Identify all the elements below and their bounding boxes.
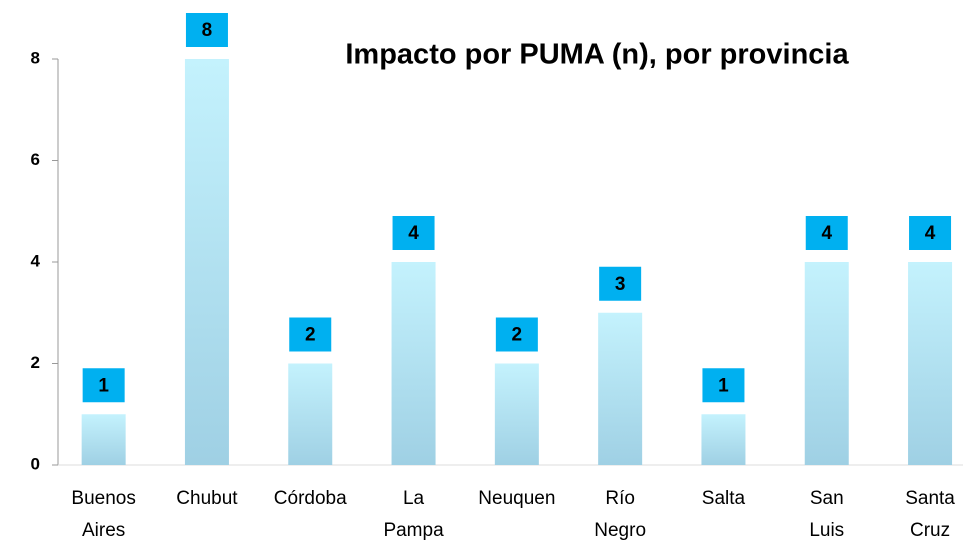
bar xyxy=(288,363,333,465)
value-label-box xyxy=(805,216,848,250)
value-label: 1 xyxy=(718,375,729,396)
value-label-box xyxy=(82,368,125,403)
y-tick-label: 6 xyxy=(31,150,40,169)
bar xyxy=(804,262,849,465)
bar xyxy=(701,414,746,465)
x-tick-label: Córdoba xyxy=(274,488,347,509)
bar xyxy=(81,414,126,465)
x-tick-label: La Pampa xyxy=(383,488,444,541)
value-label: 2 xyxy=(512,325,523,346)
bar xyxy=(184,59,229,465)
value-label: 1 xyxy=(98,375,109,396)
value-label-box xyxy=(702,368,745,403)
value-label: 8 xyxy=(202,20,213,41)
chart-title: Impacto por PUMA (n), por provincia xyxy=(345,39,849,71)
x-tick-label: Neuquen xyxy=(478,488,555,509)
bar xyxy=(494,363,539,465)
y-tick-label: 2 xyxy=(31,353,40,372)
x-tick-label: San Luis xyxy=(809,488,844,541)
value-label: 3 xyxy=(615,274,626,295)
x-tick-label: Chubut xyxy=(176,488,238,509)
value-label-box xyxy=(392,216,435,250)
y-tick-label: 4 xyxy=(31,251,41,270)
value-label: 4 xyxy=(925,223,936,244)
x-tick-label: Río Negro xyxy=(594,488,646,541)
x-tick-label: Buenos Aires xyxy=(71,488,135,541)
value-label: 2 xyxy=(305,325,316,346)
value-label: 4 xyxy=(408,223,419,244)
value-label-box xyxy=(495,317,538,352)
y-tick-label: 0 xyxy=(31,454,40,473)
bar xyxy=(908,262,953,465)
value-label-box xyxy=(599,266,642,301)
value-label-box xyxy=(289,317,332,352)
bar xyxy=(391,262,436,465)
x-tick-label: Salta xyxy=(702,488,746,509)
value-label-box xyxy=(909,216,952,250)
x-tick-label: Santa Cruz xyxy=(905,488,955,541)
bar xyxy=(598,312,643,465)
value-label: 4 xyxy=(821,223,832,244)
value-label-box xyxy=(185,13,228,47)
y-tick-label: 8 xyxy=(31,48,40,67)
